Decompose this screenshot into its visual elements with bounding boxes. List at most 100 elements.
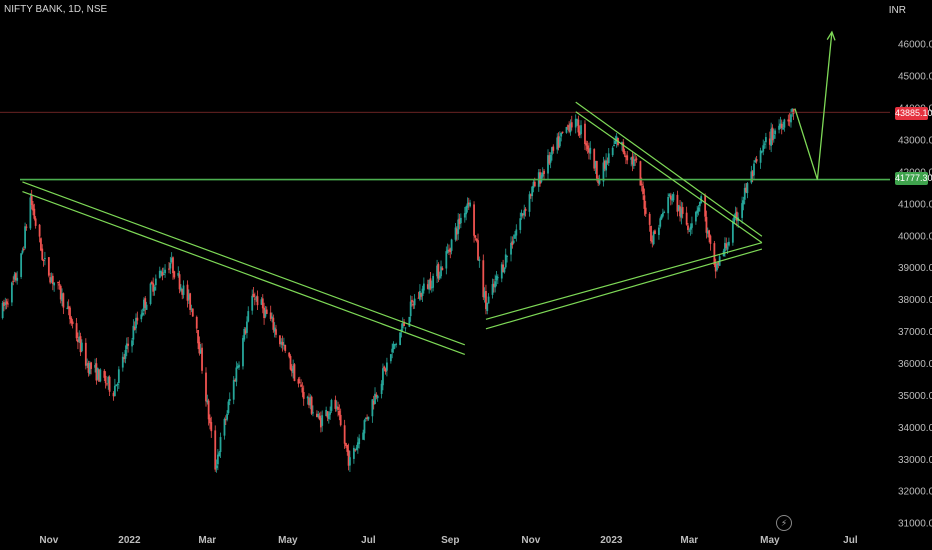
candle-body bbox=[788, 120, 791, 122]
candle-body bbox=[108, 376, 111, 392]
candle-body bbox=[362, 432, 365, 440]
candle-body bbox=[79, 336, 82, 353]
candle-body bbox=[606, 161, 609, 163]
candle-body bbox=[680, 208, 683, 218]
candle-body bbox=[759, 150, 762, 163]
candle-body bbox=[413, 298, 416, 306]
candle-body bbox=[482, 260, 485, 298]
candle-body bbox=[201, 347, 203, 371]
candle-body bbox=[698, 201, 701, 207]
candle-body bbox=[207, 400, 210, 420]
candle-body bbox=[565, 127, 568, 133]
candle-body bbox=[367, 416, 370, 420]
candle-body bbox=[539, 172, 541, 184]
candle-body bbox=[778, 125, 780, 130]
candle-body bbox=[232, 380, 235, 400]
candle-body bbox=[631, 156, 634, 165]
symbol-title[interactable]: NIFTY BANK, 1D, NSE bbox=[4, 4, 108, 15]
lightning-icon[interactable]: ⚡ bbox=[776, 515, 792, 531]
candle-body bbox=[75, 323, 78, 339]
candle-body bbox=[611, 147, 614, 156]
candle-body bbox=[190, 308, 193, 310]
candle-body bbox=[136, 317, 139, 321]
candle-body bbox=[337, 406, 339, 410]
candle-body bbox=[426, 284, 429, 289]
candle-body bbox=[181, 289, 184, 295]
ascending-line-lower bbox=[485, 248, 763, 330]
candle-body bbox=[374, 393, 376, 404]
candle-body bbox=[568, 125, 571, 132]
candle-body bbox=[364, 418, 367, 420]
candle-body bbox=[352, 447, 355, 459]
candle-body bbox=[651, 240, 654, 243]
candle-body bbox=[668, 194, 671, 196]
y-tick-label: 43000.00 bbox=[898, 135, 932, 146]
candle-body bbox=[446, 249, 449, 253]
candle-body bbox=[321, 415, 324, 426]
x-tick-label: Mar bbox=[198, 535, 216, 546]
candle-body bbox=[345, 442, 347, 446]
candle-body bbox=[626, 155, 629, 161]
x-tick-label: Jul bbox=[843, 535, 858, 546]
candle-body bbox=[422, 283, 425, 291]
candle-body bbox=[84, 342, 87, 366]
x-tick-label: 2023 bbox=[600, 535, 623, 546]
candle-body bbox=[218, 452, 221, 457]
y-tick-label: 38000.00 bbox=[898, 295, 932, 306]
candle-body bbox=[644, 207, 647, 214]
candle-body bbox=[713, 243, 716, 265]
candle-body bbox=[198, 341, 201, 354]
candle-body bbox=[327, 413, 330, 420]
candle-body bbox=[251, 295, 254, 311]
candle-body bbox=[261, 298, 264, 309]
candle-body bbox=[691, 223, 693, 228]
candle-body bbox=[326, 411, 329, 418]
candle-body bbox=[676, 194, 679, 212]
candle-body bbox=[13, 274, 16, 280]
candle-body bbox=[753, 163, 755, 176]
candle-body bbox=[346, 445, 349, 452]
candle-body bbox=[787, 119, 790, 122]
candle-body bbox=[399, 332, 402, 346]
candle-body bbox=[173, 271, 176, 278]
candle-body bbox=[339, 414, 342, 426]
candle-body bbox=[300, 384, 302, 387]
candle-body bbox=[551, 147, 553, 155]
x-tick-label: Mar bbox=[680, 535, 698, 546]
candle-body bbox=[663, 211, 666, 213]
candle-body bbox=[741, 203, 744, 218]
candle-body bbox=[577, 119, 580, 133]
candle-body bbox=[622, 142, 625, 153]
candle-body bbox=[284, 344, 287, 351]
candle-body bbox=[549, 154, 552, 163]
candle-body bbox=[50, 277, 53, 282]
candle-body bbox=[70, 317, 73, 324]
candle-body bbox=[112, 392, 115, 397]
candle-body bbox=[441, 267, 444, 271]
candle-body bbox=[189, 293, 192, 310]
candle-body bbox=[519, 218, 522, 230]
candle-body bbox=[42, 260, 45, 262]
candle-body bbox=[392, 343, 395, 350]
candle-body bbox=[487, 296, 490, 304]
candle-body bbox=[654, 230, 656, 234]
candle-body bbox=[16, 277, 19, 281]
candle-body bbox=[168, 268, 170, 270]
falling-channel-upper-line bbox=[22, 181, 466, 346]
candle-body bbox=[66, 307, 69, 309]
candle-body bbox=[162, 273, 165, 275]
candle-body bbox=[103, 370, 106, 378]
candle-body bbox=[547, 155, 549, 174]
candle-body bbox=[496, 277, 499, 279]
candle-body bbox=[135, 317, 137, 329]
candle-body bbox=[750, 171, 753, 183]
candle-body bbox=[107, 376, 110, 384]
candle-body bbox=[210, 422, 213, 432]
candle-body bbox=[121, 356, 124, 368]
candle-body bbox=[113, 385, 116, 397]
y-tick-label: 31000.00 bbox=[898, 519, 932, 530]
candle-body bbox=[454, 227, 457, 240]
candle-body bbox=[745, 187, 747, 193]
candle-body bbox=[450, 239, 453, 251]
